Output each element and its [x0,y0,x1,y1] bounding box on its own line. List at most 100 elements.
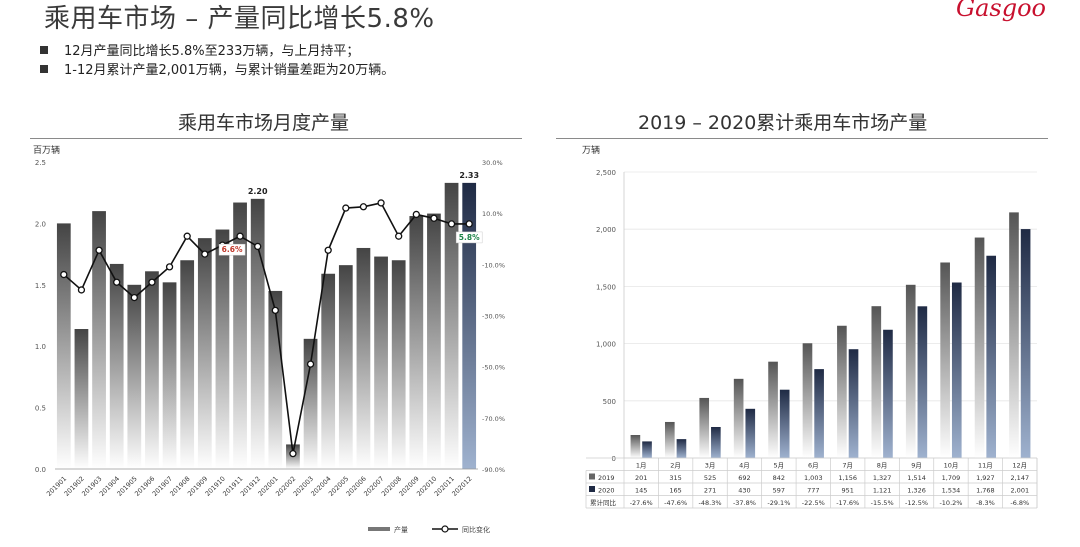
bar [233,202,247,470]
table-cell-change: -47.6% [664,499,687,507]
bar [56,223,71,469]
bar-2020 [848,349,859,458]
bullet-text: 12月产量同比增长5.8%至233万辆，与上月持平； [64,44,360,59]
bar [303,338,318,469]
bar-2020 [883,329,893,458]
y-tick-label: 2,000 [596,226,616,234]
bar [338,265,353,469]
yoy-point [412,210,420,219]
brand-logo: Gasgoo [955,0,1046,22]
table-cell-2020: 1,121 [873,487,892,495]
table-cell-2020: 777 [807,487,819,495]
bullet-text: 1-12月累计产量2,001万辆，与累计销量差距为20万辆。 [64,63,395,78]
x-tick-label: 3月 [705,462,716,470]
bar-2020 [986,255,997,458]
yoy-point [183,232,191,240]
yoy-point [377,199,385,207]
bar-2019 [802,343,813,458]
y-tick-label: 2,500 [596,169,616,177]
bar [145,271,159,469]
table-cell-2020: 165 [669,487,681,495]
yoy-point [201,250,209,258]
bullet-item: 12月产量同比增长5.8%至233万辆，与上月持平； [40,40,394,59]
yoy-point [148,278,156,286]
table-cell-change: -37.8% [733,499,756,507]
yoy-value-label: 5.8% [459,233,480,242]
y-axis-label: 百万辆 [33,144,60,156]
x-tick-label: 7月 [842,462,853,470]
x-tick-label: 8月 [877,462,888,470]
cumulative-production-chart: 万辆 0 500 1,000 1,500 2,000 2,500 1月 201 145 -27.6%… [582,144,1038,509]
monthly-chart-title: 乘用车市场月度产量 [178,112,350,134]
bar-2019 [768,361,778,458]
y-tick-label: 1.5 [35,282,46,290]
bar [180,260,195,469]
table-cell-2019: 1,514 [907,474,926,482]
x-tick-label: 11月 [978,462,993,470]
yoy-point [130,293,138,302]
bullet-item: 1-12月累计产量2,001万辆，与累计销量差距为20万辆。 [40,59,394,78]
bar-2019 [699,397,710,458]
legend-line-label: 同比变化 [462,525,490,534]
bar [427,213,441,469]
x-tick-label: 2月 [670,462,681,470]
table-row-label: 累计同比 [590,498,617,507]
y-tick-label: 2.0 [35,220,46,228]
y-tick-label: 0.0 [35,466,46,474]
bullet-square-icon [40,45,48,54]
legend-2019-label: 2019 [598,474,615,482]
bar-2019 [664,421,675,458]
bullet-list: 12月产量同比增长5.8%至233万辆，与上月持平； 1-12月累计产量2,00… [40,40,394,78]
bar [250,198,265,469]
table-cell-2019: 525 [704,474,716,482]
y-tick-label: 0 [612,455,616,463]
yoy-point [95,246,103,254]
yoy-point [271,306,279,315]
yoy-point [165,263,174,271]
bar-2020 [951,282,962,458]
table-cell-2019: 1,327 [873,474,892,482]
x-tick-label: 12月 [1012,462,1027,470]
y-tick-label: 2.5 [35,159,46,167]
yoy-label-box [455,231,483,244]
bar-2020 [917,306,928,458]
legend-2019-swatch [589,473,595,480]
legend-bar-label: 产量 [394,525,408,534]
yoy-point [342,204,350,212]
bar [109,263,124,469]
table-cell-2019: 2,147 [1010,474,1029,482]
y-tick-label: 1.0 [35,343,46,351]
table-cell-2020: 1,534 [942,487,961,495]
monthly-chart-rule [30,138,522,139]
table-cell-2019: 201 [635,474,647,482]
bar-2020 [642,441,652,458]
table-cell-change: -48.3% [699,499,722,507]
x-tick-label: 6月 [808,462,819,470]
yoy-point [60,270,68,279]
table-cell-2020: 1,768 [976,487,995,495]
y-axis-label: 万辆 [582,144,600,156]
table-cell-2020: 145 [635,487,647,495]
table-cell-2019: 1,156 [838,474,857,482]
x-tick-label: 5月 [774,462,785,470]
table-cell-change: -8.3% [976,499,995,507]
bar-2020 [745,408,756,458]
table-cell-change: -6.8% [1010,499,1029,507]
legend-bar-swatch [368,527,390,531]
bar-2019 [871,306,882,458]
bar [197,238,212,469]
bullet-square-icon [40,64,48,73]
bar-2020 [1020,229,1031,458]
table-cell-2019: 315 [669,474,681,482]
bar [409,216,424,469]
x-tick-label: 1月 [636,462,647,470]
y-tick-label: 1,500 [596,283,616,291]
bar [268,290,283,469]
y2-tick-label: -30.0% [482,313,505,321]
table-cell-change: -15.5% [871,499,894,507]
yoy-point [465,220,473,228]
table-cell-change: -10.2% [939,499,962,507]
table-cell-change: -22.5% [802,499,825,507]
legend-2020-swatch [589,486,595,492]
y-tick-label: 1,000 [596,341,616,349]
